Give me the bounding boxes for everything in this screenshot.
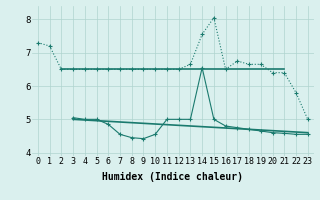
X-axis label: Humidex (Indice chaleur): Humidex (Indice chaleur) xyxy=(102,172,243,182)
